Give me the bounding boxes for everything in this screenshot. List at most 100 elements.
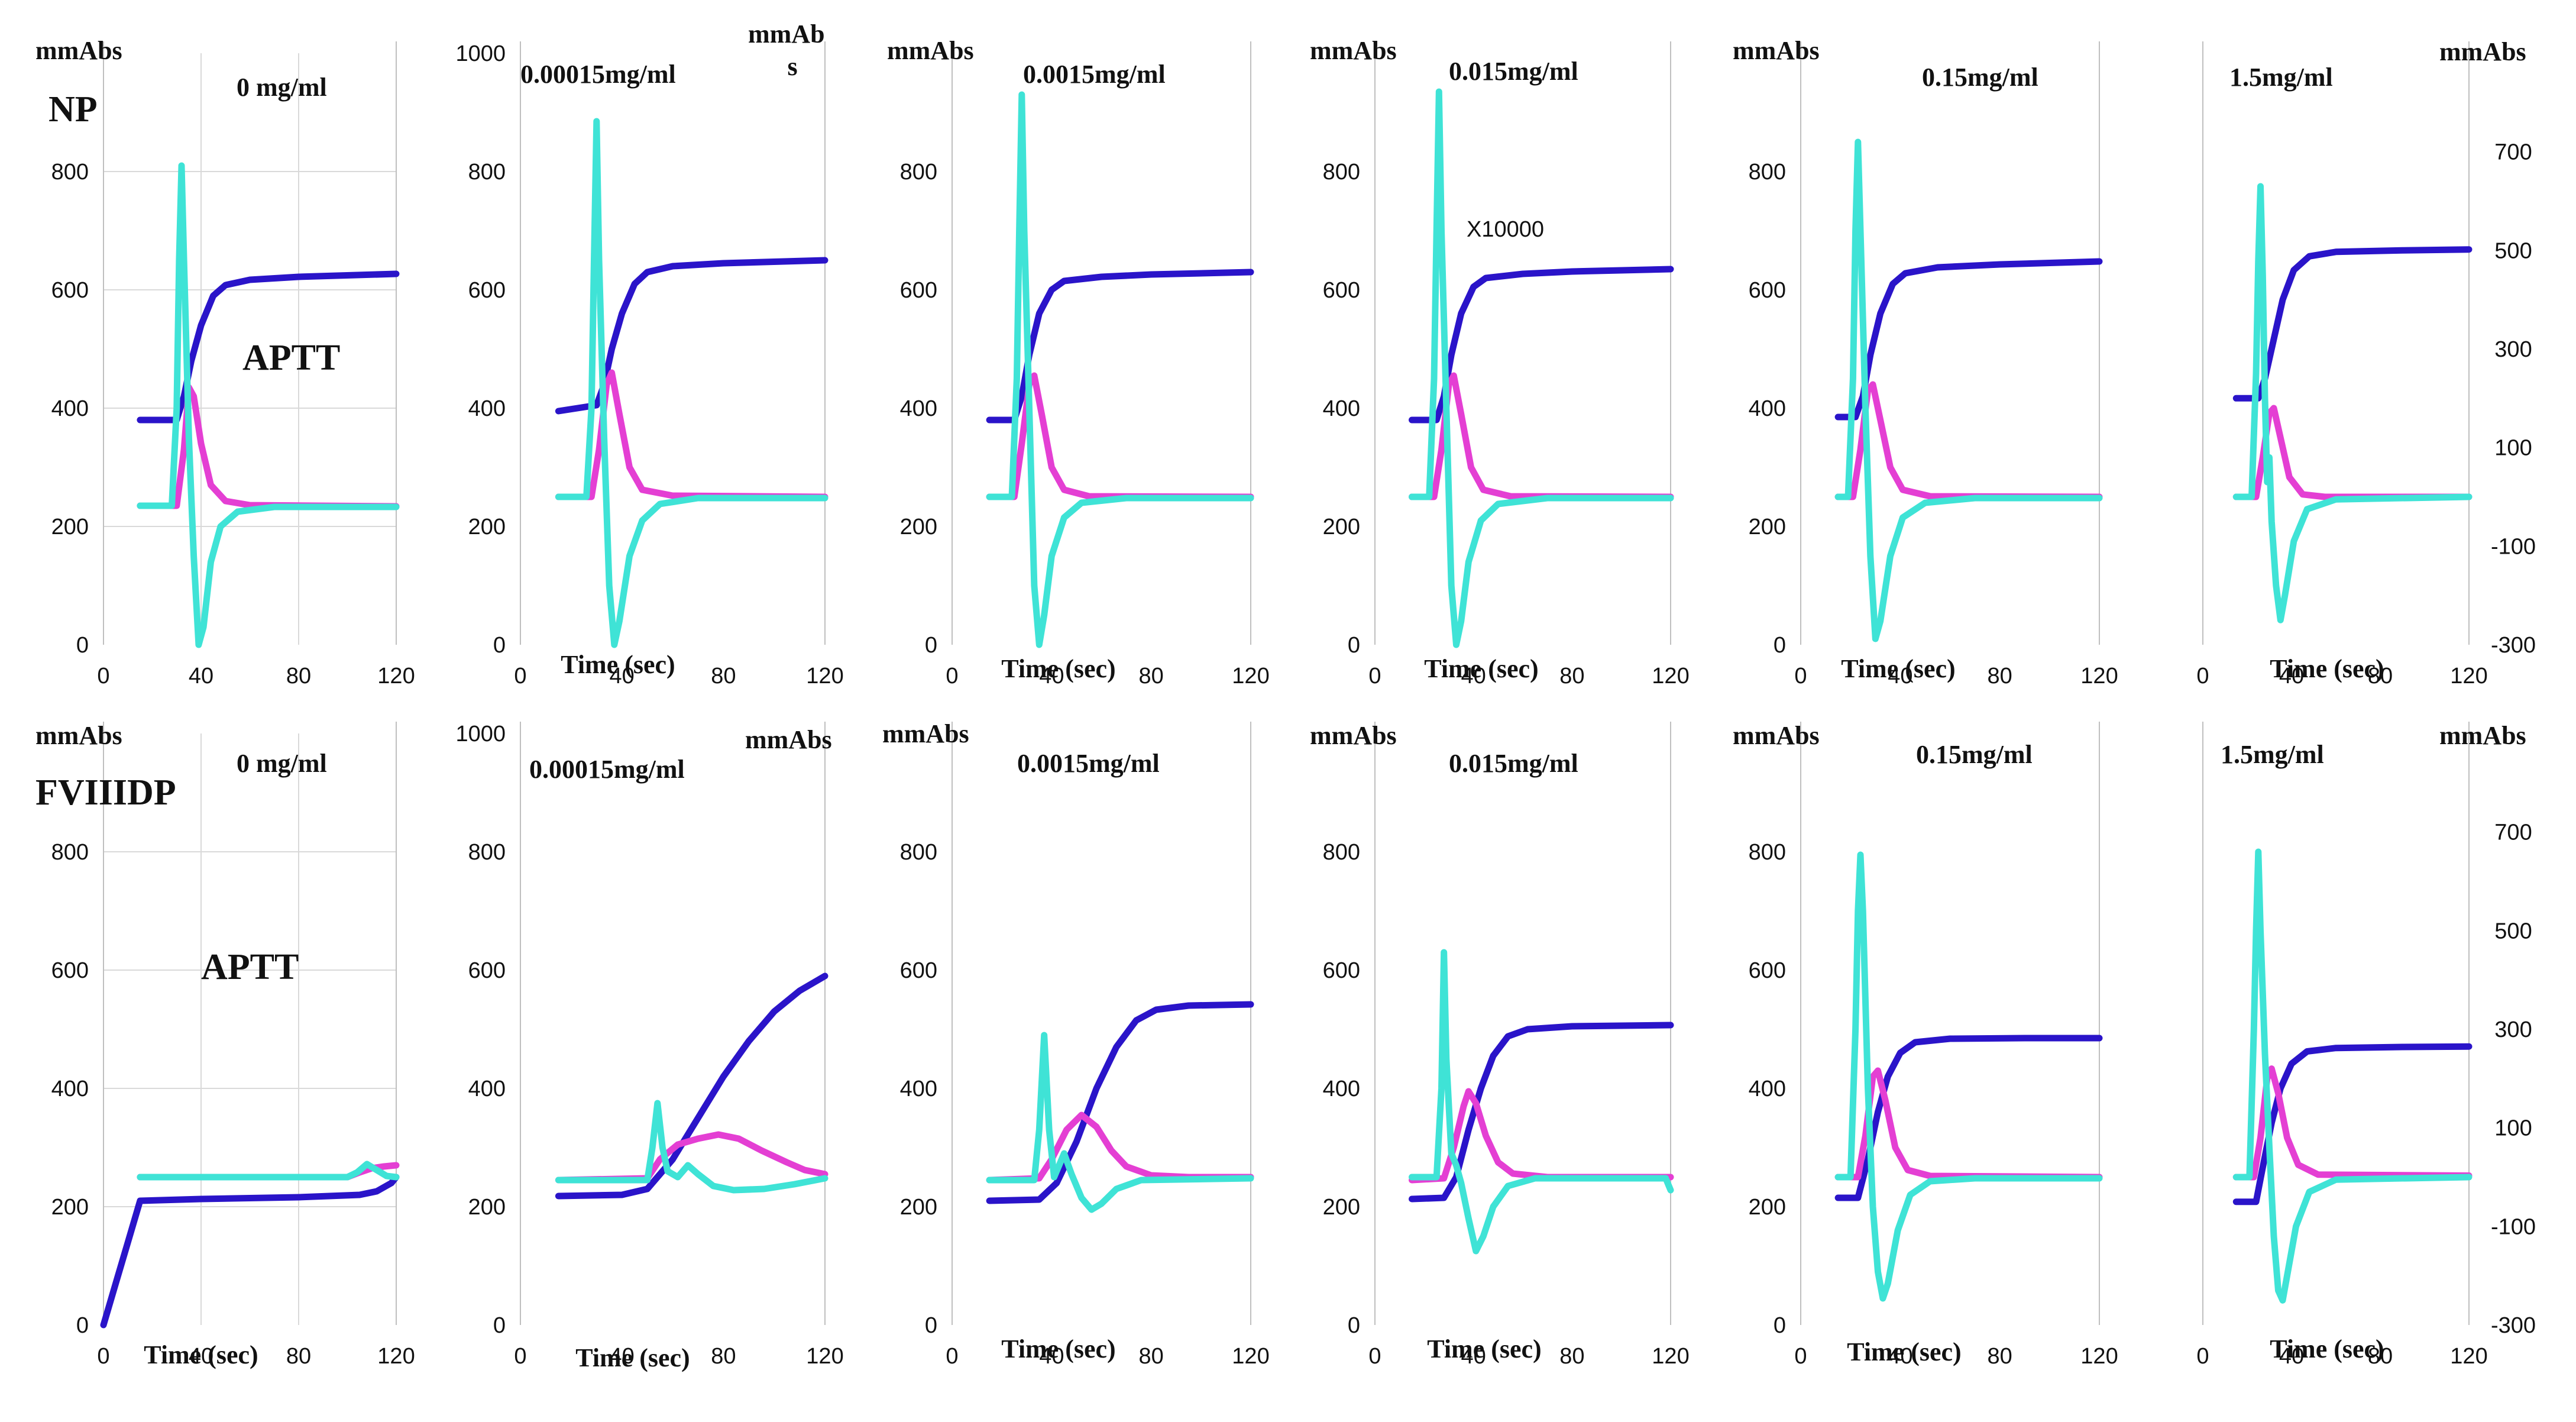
x-tick-label: 80: [1139, 1344, 1164, 1369]
y-tick-label: 200: [468, 1195, 506, 1220]
right-y-tick-label: 500: [2494, 919, 2532, 943]
x-axis-label: Time (sec): [561, 650, 675, 679]
chart-panel-r1-p3: 0 200 400 600 800 0 40 80 120 0.015mg/ml mmAbs Time…: [1310, 721, 1690, 1369]
y-tick-label: 800: [51, 840, 89, 865]
y-axis-label: mmAbs: [1733, 721, 1820, 750]
series-line-first_derivative: [986, 372, 1254, 500]
x-axis-label: Time (sec): [1424, 654, 1538, 683]
x-tick-label: 80: [1559, 1344, 1584, 1369]
x-tick-label: 120: [2450, 1344, 2487, 1369]
y-tick-label: 0: [493, 1313, 506, 1338]
series-line-transmittance: [137, 270, 400, 424]
series-line-second_derivative: [1409, 88, 1674, 648]
right-y-tick-label: -300: [2491, 633, 2536, 658]
y-tick-label: 200: [1749, 1195, 1786, 1220]
right-y-tick-label: 300: [2494, 1017, 2532, 1042]
y-tick-label: 200: [900, 1195, 937, 1220]
series-line-first_derivative: [137, 384, 400, 510]
chart-panel-r0-p5: -300 -100 100 300 500 700 0 40 80 120 1.5mg/ml mmAb…: [2196, 37, 2536, 689]
x-tick-label: 80: [286, 1344, 311, 1369]
x-axis-label: Time (sec): [1847, 1337, 1961, 1366]
x-tick-label: 40: [610, 1344, 635, 1369]
series-line-first_derivative: [555, 1131, 829, 1184]
series-line-second_derivative: [137, 162, 400, 648]
x-axis-label: Time (sec): [1841, 654, 1955, 683]
y-axis-label: mmAbs: [887, 36, 974, 65]
y-axis-label: mmAbs: [882, 719, 969, 748]
x-tick-label: 40: [189, 664, 213, 689]
series-line-transmittance: [1834, 258, 2103, 421]
y-tick-label: 600: [1323, 278, 1360, 303]
x-axis-label: Time (sec): [144, 1340, 258, 1369]
y-tick-label: 0: [76, 633, 89, 658]
y-tick-label: 400: [1323, 1077, 1360, 1101]
x-axis-label: Time (sec): [1427, 1334, 1541, 1363]
right-y-tick-label: 300: [2494, 337, 2532, 362]
concentration-title: 0.015mg/ml: [1449, 57, 1578, 86]
y-tick-label: 600: [51, 278, 89, 303]
x-tick-label: 40: [1888, 664, 1912, 689]
series-line-second_derivative: [2232, 183, 2473, 623]
series-line-second_derivative: [986, 91, 1254, 648]
y-axis-label: mmAb: [748, 20, 825, 49]
y-tick-label: 0: [1774, 1313, 1786, 1338]
series-line-second_derivative: [1834, 851, 2103, 1302]
x-tick-label: 120: [2450, 664, 2487, 689]
y-tick-label: 200: [1749, 515, 1786, 539]
x-tick-label: 0: [2196, 1344, 2209, 1369]
chart-panel-r0-p0: 0 200 400 600 800 0 40 80 120 0 mg/ml mmAbs: [35, 36, 415, 689]
y-tick-label: 200: [1323, 515, 1360, 539]
y-axis-label: mmAbs: [1310, 721, 1397, 750]
series-line-second_derivative: [555, 118, 829, 648]
right-y-tick-label: 100: [2494, 1116, 2532, 1141]
concentration-title: 0 mg/ml: [237, 73, 327, 102]
series-line-transmittance: [1834, 1035, 2103, 1201]
x-tick-label: 40: [1888, 1344, 1912, 1369]
x-tick-label: 80: [1988, 664, 2012, 689]
concentration-title: 1.5mg/ml: [2229, 63, 2333, 92]
y-tick-label: 0: [925, 1313, 937, 1338]
right-y-tick-label: 500: [2494, 238, 2532, 263]
series-line-first_derivative: [2232, 1065, 2473, 1181]
y-tick-label: 600: [51, 958, 89, 983]
chart-panel-r0-p2: 0 200 400 600 800 0 40 80 120 0.0015mg/ml mmAbs Tim…: [887, 36, 1270, 689]
x-tick-label: 40: [1039, 1344, 1064, 1369]
x-tick-label: 0: [1368, 1344, 1381, 1369]
concentration-title: 0.00015mg/ml: [529, 755, 685, 784]
y-axis-label: mmAbs: [2439, 37, 2526, 66]
x-tick-label: 0: [97, 664, 109, 689]
series-line-transmittance: [2232, 1043, 2473, 1206]
y-tick-label: 800: [1323, 840, 1360, 865]
series-line-first_derivative: [555, 369, 829, 500]
x-axis-label: Time (sec): [1001, 654, 1115, 683]
y-tick-label: 800: [468, 840, 506, 865]
y-tick-label: 1000: [455, 722, 506, 746]
y-tick-label: 600: [1749, 278, 1786, 303]
y-tick-label: 400: [51, 1077, 89, 1101]
y-tick-label: 800: [900, 840, 937, 865]
series-line-first_derivative: [1834, 381, 2103, 500]
right-y-tick-label: 700: [2494, 140, 2532, 165]
concentration-title: 0.0015mg/ml: [1023, 60, 1166, 89]
y-axis-label: mmAbs: [2439, 721, 2526, 750]
x-tick-label: 0: [1368, 664, 1381, 689]
x-tick-label: 0: [946, 664, 958, 689]
y-axis-label: mmAbs: [1310, 36, 1397, 65]
x-tick-label: 0: [1794, 664, 1807, 689]
y-tick-label: 600: [468, 958, 506, 983]
concentration-title: 0 mg/ml: [237, 749, 327, 778]
series-line-second_derivative: [986, 1032, 1254, 1213]
right-y-tick-label: 100: [2494, 436, 2532, 461]
x-tick-label: 40: [2279, 1344, 2304, 1369]
series-line-transmittance: [100, 1174, 400, 1329]
y-tick-label: 0: [493, 633, 506, 658]
y-tick-label: 600: [1323, 958, 1360, 983]
x-tick-label: 40: [1039, 664, 1064, 689]
y-tick-label: 800: [51, 160, 89, 185]
chart-panel-r1-p4: 0 200 400 600 800 0 40 80 120 0.15mg/ml mmAbs Time …: [1733, 721, 2118, 1369]
y-tick-label: 0: [1774, 633, 1786, 658]
x-tick-label: 80: [1988, 1344, 2012, 1369]
y-tick-label: 400: [1749, 1077, 1786, 1101]
y-tick-label: 0: [76, 1313, 89, 1338]
series-line-first_derivative: [1834, 1067, 2103, 1181]
